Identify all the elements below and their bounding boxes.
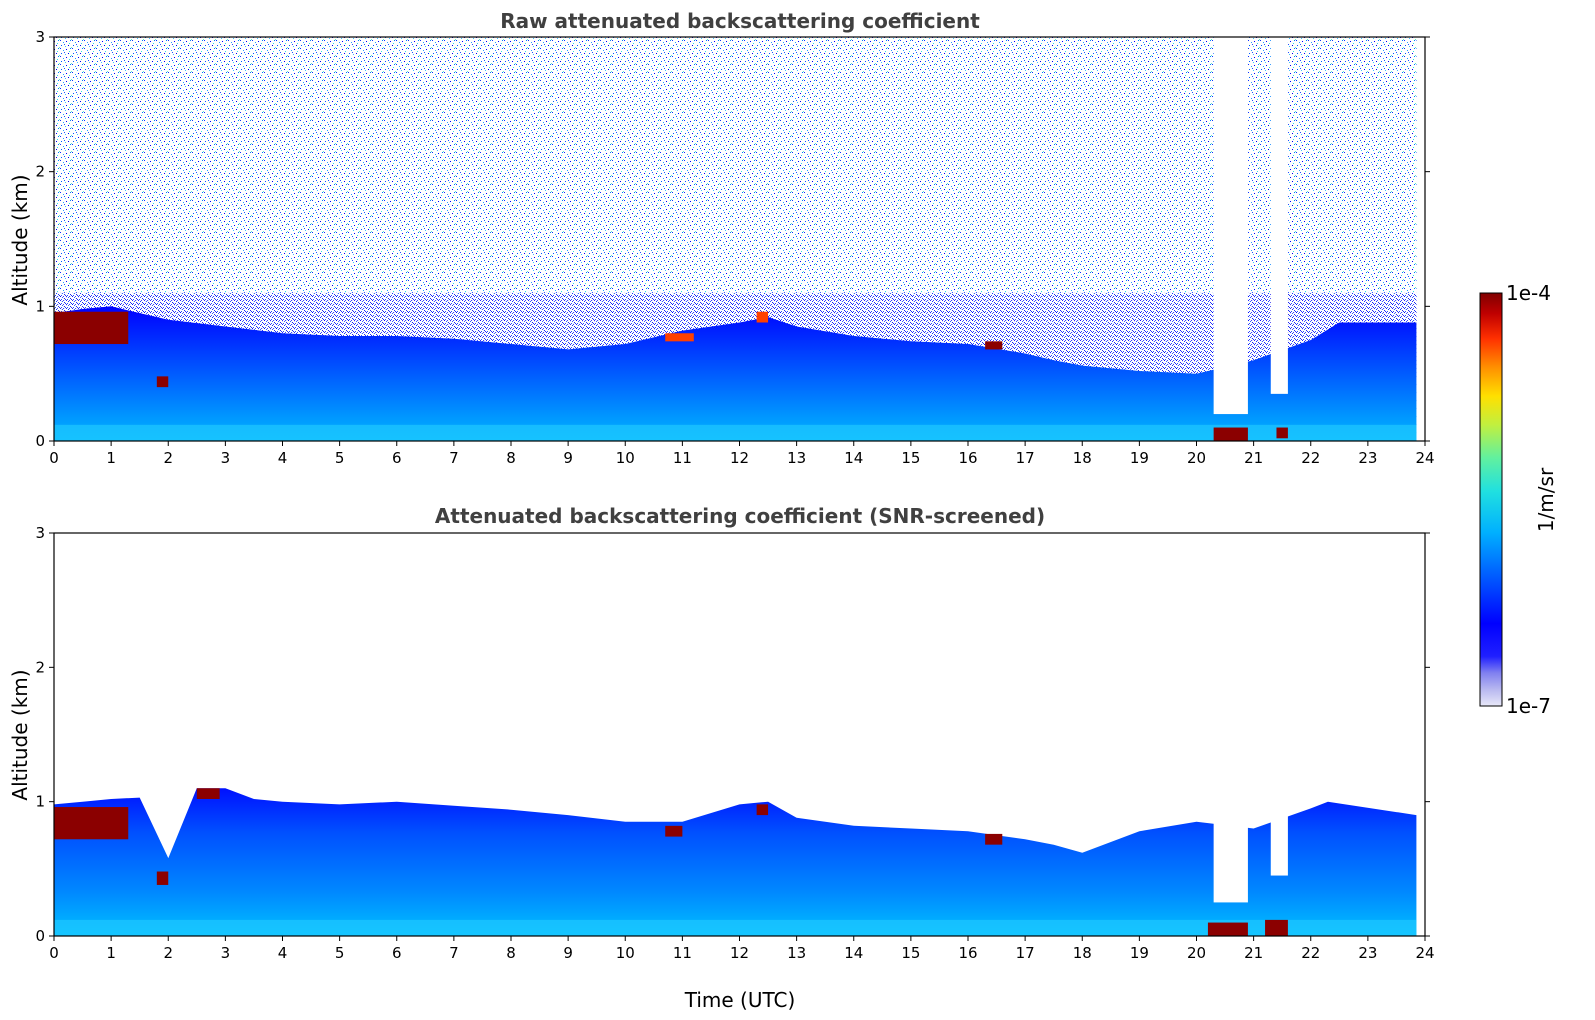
x-tick-label: 12 <box>730 944 749 962</box>
x-tick-label: 13 <box>787 944 806 962</box>
colorbar: 1e-4 1e-7 1/m/sr <box>1479 281 1558 718</box>
x-tick-label: 2 <box>163 944 173 962</box>
x-tick-label: 15 <box>901 449 920 467</box>
strong-return <box>196 788 220 799</box>
x-tick-label: 24 <box>1415 449 1434 467</box>
x-tick-label: 14 <box>844 944 863 962</box>
x-tick-label: 16 <box>958 449 977 467</box>
screened-axes: 0 1 2 3 4 5 6 7 8 9 10 11 12 13 14 15 16 17 18 19 20 21 22 23 24… <box>35 524 1434 962</box>
panel-title: Raw attenuated backscattering coefficien… <box>500 9 980 33</box>
x-tick-label: 24 <box>1415 944 1434 962</box>
x-tick-label: 8 <box>506 944 516 962</box>
surface-layer-band <box>54 919 1417 936</box>
x-tick-label: 0 <box>49 449 59 467</box>
x-tick-label: 23 <box>1358 449 1377 467</box>
strong-return <box>54 807 129 840</box>
x-tick-label: 5 <box>335 449 345 467</box>
x-tick-label: 16 <box>958 944 977 962</box>
strong-return <box>54 311 129 345</box>
strong-return <box>1213 427 1248 441</box>
strong-return <box>985 341 1003 350</box>
colorbar-min-label: 1e-7 <box>1506 694 1551 718</box>
x-tick-label: 6 <box>392 944 402 962</box>
x-tick-label: 23 <box>1358 944 1377 962</box>
y-tick-label: 2 <box>35 658 45 676</box>
y-tick-label: 2 <box>35 163 45 181</box>
strong-return <box>1265 919 1288 936</box>
x-tick-label: 17 <box>1016 449 1035 467</box>
y-tick-label: 3 <box>35 28 45 46</box>
screened-heatmap-area <box>54 533 1417 936</box>
y-tick-label: 1 <box>35 793 45 811</box>
raw-backscatter-panel: Raw attenuated backscattering coefficien… <box>8 9 1435 467</box>
colorbar-gradient <box>1479 292 1503 707</box>
x-tick-label: 19 <box>1130 944 1149 962</box>
panel-title: Attenuated backscattering coefficient (S… <box>435 504 1045 528</box>
x-tick-label: 17 <box>1016 944 1035 962</box>
precipitation-gap <box>1213 533 1248 903</box>
x-tick-label: 4 <box>278 449 288 467</box>
x-tick-label: 18 <box>1073 449 1092 467</box>
x-tick-label: 22 <box>1301 944 1320 962</box>
y-tick-label: 1 <box>35 297 45 315</box>
x-tick-label: 3 <box>221 944 231 962</box>
strong-return <box>985 833 1003 845</box>
precipitation-gap <box>1270 533 1288 876</box>
x-tick-label: 21 <box>1244 944 1263 962</box>
strong-return <box>756 311 769 323</box>
colorbar-max-label: 1e-4 <box>1506 281 1551 305</box>
x-tick-label: 4 <box>278 944 288 962</box>
x-tick-label: 15 <box>901 944 920 962</box>
x-tick-label: 10 <box>616 449 635 467</box>
x-tick-label: 9 <box>563 944 573 962</box>
y-tick-label: 0 <box>35 927 45 945</box>
x-tick-label: 1 <box>106 944 116 962</box>
raw-axes: 0 1 2 3 4 5 6 7 8 9 10 11 12 13 14 15 16 17 18 19 20 21 22 23 24… <box>35 28 1434 467</box>
strong-return <box>665 333 694 342</box>
x-tick-label: 8 <box>506 449 516 467</box>
x-tick-label: 6 <box>392 449 402 467</box>
x-tick-label: 12 <box>730 449 749 467</box>
snr-screened-panel: Attenuated backscattering coefficient (S… <box>8 504 1435 1012</box>
strong-return <box>665 825 683 837</box>
x-tick-label: 0 <box>49 944 59 962</box>
x-tick-label: 1 <box>106 449 116 467</box>
x-tick-label: 20 <box>1187 449 1206 467</box>
x-tick-label: 10 <box>616 944 635 962</box>
x-tick-label: 11 <box>673 449 692 467</box>
x-tick-label: 14 <box>844 449 863 467</box>
x-tick-label: 9 <box>563 449 573 467</box>
colorbar-unit-label: 1/m/sr <box>1534 467 1558 532</box>
strong-return <box>1207 922 1248 936</box>
strong-return <box>1276 427 1288 439</box>
boundary-layer-aerosol <box>54 306 1417 441</box>
strong-return <box>156 376 169 388</box>
x-tick-label: 18 <box>1073 944 1092 962</box>
x-tick-label: 3 <box>221 449 231 467</box>
y-tick-label: 0 <box>35 432 45 450</box>
x-tick-label: 13 <box>787 449 806 467</box>
x-tick-label: 5 <box>335 944 345 962</box>
precipitation-gap <box>1213 37 1248 415</box>
raw-heatmap-area <box>54 37 1417 441</box>
y-axis-label: Altitude (km) <box>8 669 32 800</box>
x-tick-label: 21 <box>1244 449 1263 467</box>
y-tick-label: 3 <box>35 524 45 542</box>
y-axis-label: Altitude (km) <box>8 174 32 305</box>
x-axis-label: Time (UTC) <box>684 988 796 1012</box>
surface-layer-band <box>54 424 1417 441</box>
x-tick-label: 22 <box>1301 449 1320 467</box>
x-tick-label: 7 <box>449 449 459 467</box>
x-tick-label: 7 <box>449 944 459 962</box>
precipitation-gap <box>1270 37 1288 394</box>
x-tick-label: 20 <box>1187 944 1206 962</box>
strong-return <box>756 804 769 816</box>
x-tick-label: 19 <box>1130 449 1149 467</box>
x-tick-label: 11 <box>673 944 692 962</box>
strong-return <box>156 871 169 885</box>
boundary-layer-aerosol <box>54 788 1417 936</box>
x-tick-label: 2 <box>163 449 173 467</box>
